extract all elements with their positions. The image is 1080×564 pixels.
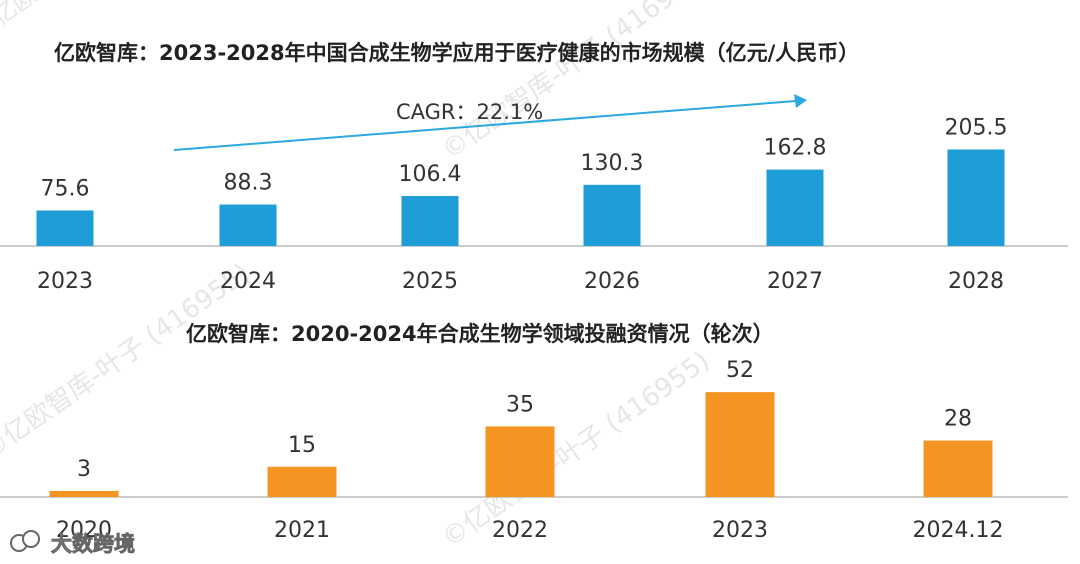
chart-title: 亿欧智库：2020-2024年合成生物学领域投融资情况（轮次） bbox=[186, 322, 774, 346]
cagr-arrow-line bbox=[173, 100, 797, 151]
x-tick-label: 2021 bbox=[274, 518, 330, 543]
value-label: 15 bbox=[288, 433, 316, 458]
value-label: 130.3 bbox=[581, 151, 644, 176]
wechat-logo-icon bbox=[10, 530, 40, 552]
x-tick-label: 2023 bbox=[37, 269, 93, 294]
x-tick-label: 2026 bbox=[584, 269, 640, 294]
value-label: 52 bbox=[726, 358, 754, 383]
value-label: 205.5 bbox=[945, 116, 1008, 141]
bar-2024-12 bbox=[923, 440, 993, 497]
cagr-annotation: CAGR：22.1% bbox=[173, 94, 807, 151]
x-tick-label: 2020 bbox=[56, 518, 112, 543]
funding-rounds-chart: 亿欧智库：2020-2024年合成生物学领域投融资情况（轮次） 3 15 35 52 2… bbox=[0, 322, 1068, 543]
bar-2020 bbox=[49, 490, 119, 497]
bar-2028 bbox=[947, 149, 1005, 246]
x-tick-label: 2024.12 bbox=[913, 518, 1004, 543]
value-label: 106.4 bbox=[399, 162, 462, 187]
value-label: 162.8 bbox=[764, 136, 827, 161]
value-label: 28 bbox=[944, 407, 972, 432]
bar-2023 bbox=[705, 392, 775, 497]
bar-2023 bbox=[36, 210, 94, 246]
source-watermark: 大数跨境 bbox=[10, 530, 135, 556]
watermark-text: ©亿欧智库-叶子 (416955) bbox=[437, 0, 716, 166]
x-tick-label: 2023 bbox=[712, 518, 768, 543]
bar-2021 bbox=[267, 466, 337, 497]
value-label: 75.6 bbox=[41, 177, 90, 202]
bar-series bbox=[49, 392, 993, 497]
chart-title: 亿欧智库：2023-2028年中国合成生物学应用于医疗健康的市场规模（亿元/人民… bbox=[54, 41, 859, 65]
x-tick-label: 2027 bbox=[767, 269, 823, 294]
value-labels: 75.6 88.3 106.4 130.3 162.8 205.5 bbox=[41, 116, 1008, 202]
x-tick-labels: 2020 2021 2022 2023 2024.12 bbox=[56, 518, 1003, 543]
value-label: 35 bbox=[506, 392, 534, 417]
x-tick-label: 2024 bbox=[220, 269, 276, 294]
bar-2026 bbox=[583, 184, 641, 246]
value-labels: 3 15 35 52 28 bbox=[77, 358, 972, 482]
x-tick-labels: 2023 2024 2025 2026 2027 2028 bbox=[37, 269, 1004, 294]
source-text: 大数跨境 bbox=[51, 532, 135, 556]
cagr-label: CAGR：22.1% bbox=[396, 100, 543, 124]
bar-series bbox=[36, 149, 1005, 246]
x-tick-label: 2025 bbox=[402, 269, 458, 294]
x-tick-label: 2022 bbox=[492, 518, 548, 543]
market-size-chart: 亿欧智库：2023-2028年中国合成生物学应用于医疗健康的市场规模（亿元/人民… bbox=[0, 41, 1068, 294]
x-tick-label: 2028 bbox=[948, 269, 1004, 294]
bar-2024 bbox=[219, 204, 277, 246]
watermark-text: ©亿欧智库-叶子 (416955) bbox=[437, 346, 716, 554]
bar-2027 bbox=[766, 169, 824, 246]
bar-2025 bbox=[401, 196, 459, 246]
value-label: 88.3 bbox=[224, 171, 273, 196]
watermark-text: ©亿欧智库-叶子 (416955) bbox=[0, 0, 225, 45]
value-label: 3 bbox=[77, 457, 91, 482]
bar-2022 bbox=[485, 426, 555, 497]
cagr-arrow-head bbox=[794, 94, 807, 108]
